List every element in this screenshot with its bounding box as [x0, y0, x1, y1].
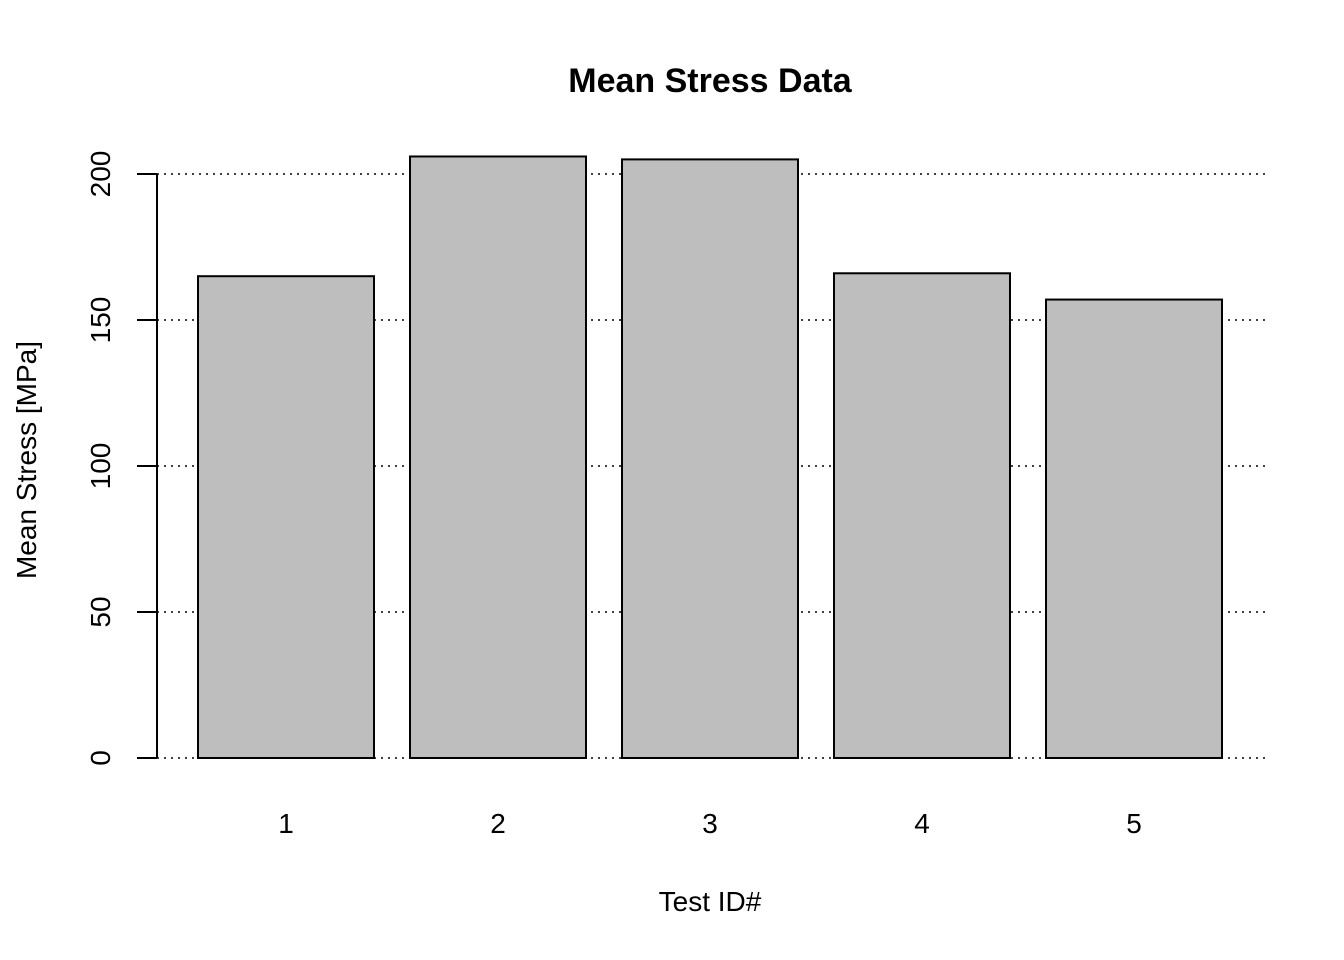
- x-tick-label: 5: [1126, 808, 1142, 839]
- y-tick-label: 50: [85, 596, 116, 627]
- x-tick-label: 1: [278, 808, 294, 839]
- chart-title: Mean Stress Data: [568, 62, 853, 100]
- bar-3: [621, 158, 799, 759]
- x-tick-label: 4: [914, 808, 930, 839]
- y-tick-label: 100: [85, 443, 116, 490]
- bar-2: [409, 155, 587, 760]
- bar-1: [197, 275, 375, 759]
- y-tick-label: 200: [85, 151, 116, 198]
- bar-5: [1045, 298, 1223, 759]
- x-axis-labels: 1 2 3 4 5: [278, 808, 1142, 839]
- y-axis-label: Mean Stress [MPa]: [11, 341, 42, 579]
- x-axis-label: Test ID#: [659, 886, 762, 917]
- bar-4: [833, 272, 1011, 759]
- y-axis: 0 50 100 150 200: [85, 151, 158, 766]
- x-tick-label: 2: [490, 808, 506, 839]
- y-tick-label: 150: [85, 297, 116, 344]
- x-tick-label: 3: [702, 808, 718, 839]
- y-tick-label: 0: [85, 750, 116, 766]
- bars: [197, 155, 1223, 760]
